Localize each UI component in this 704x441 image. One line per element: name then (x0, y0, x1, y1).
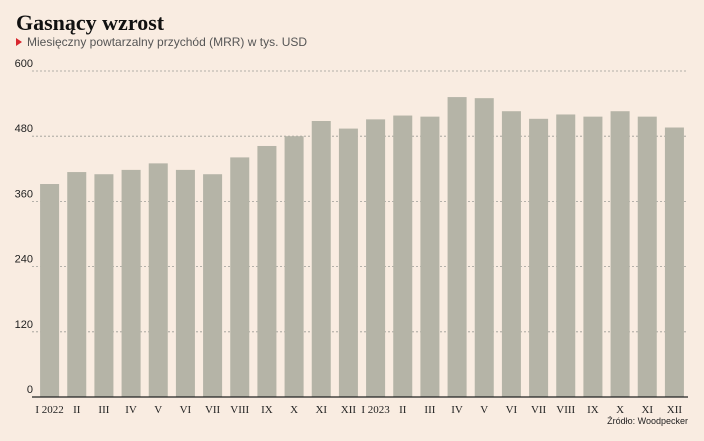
bar (148, 163, 168, 397)
bar (203, 174, 223, 397)
bar (420, 116, 440, 397)
x-tick-label: II (399, 404, 407, 416)
bar (366, 119, 386, 398)
x-tick-label: IV (451, 404, 463, 416)
x-tick-label: III (424, 404, 435, 416)
x-tick-label: VII (205, 404, 221, 416)
bar (94, 174, 114, 397)
x-tick-label: II (73, 404, 81, 416)
bar (610, 111, 630, 398)
bar (67, 172, 87, 397)
red-triangle-icon (16, 38, 22, 46)
x-tick-label: V (480, 404, 488, 416)
bar (664, 127, 684, 397)
x-tick-label: XII (341, 404, 357, 416)
grid-layer (32, 70, 688, 333)
bar (338, 128, 358, 397)
bar (40, 184, 60, 397)
x-tick-label: XII (667, 404, 683, 416)
x-tick-label: VIII (230, 404, 249, 416)
bar (447, 97, 467, 397)
y-tick-label: 480 (15, 123, 33, 135)
x-tick-label: IX (587, 404, 599, 416)
x-tick-label: V (154, 404, 162, 416)
y-tick-label: 0 (27, 384, 33, 396)
x-tick-label: XI (315, 404, 327, 416)
chart-subtitle-text: Miesięczny powtarzalny przychód (MRR) w … (27, 35, 308, 49)
x-tick-label: XI (641, 404, 653, 416)
x-tick-label: X (290, 404, 298, 416)
x-tick-label: X (616, 404, 624, 416)
bar (175, 169, 195, 397)
y-tick-label: 360 (15, 188, 33, 200)
bar (393, 115, 413, 398)
bar (501, 111, 521, 398)
bar (257, 145, 277, 397)
y-tick-label: 120 (15, 319, 33, 331)
bar (529, 118, 549, 397)
x-tick-label: VI (506, 404, 518, 416)
x-tick-label: VI (180, 404, 192, 416)
x-tick-label: I 2023 (361, 404, 390, 416)
bar (637, 116, 657, 397)
bar (474, 98, 494, 398)
x-tick-label: IX (261, 404, 273, 416)
x-tick-label: VII (531, 404, 547, 416)
x-tick-label: VIII (556, 404, 575, 416)
bar (121, 169, 141, 397)
bar (311, 120, 331, 398)
x-tick-label: IV (125, 404, 137, 416)
x-tick-label: I 2022 (35, 404, 63, 416)
bar (284, 136, 304, 397)
x-tick-label: III (98, 404, 109, 416)
chart-title: Gasnący wzrost (16, 10, 165, 35)
source-note: Źródło: Woodpecker (607, 416, 688, 426)
bar (556, 114, 576, 397)
chart-subtitle: Miesięczny powtarzalny przychód (MRR) w … (16, 35, 307, 49)
bar (230, 157, 250, 397)
bar (583, 116, 603, 397)
y-tick-label: 600 (15, 58, 33, 70)
bars-layer (40, 97, 684, 398)
y-tick-label: 240 (15, 254, 33, 266)
